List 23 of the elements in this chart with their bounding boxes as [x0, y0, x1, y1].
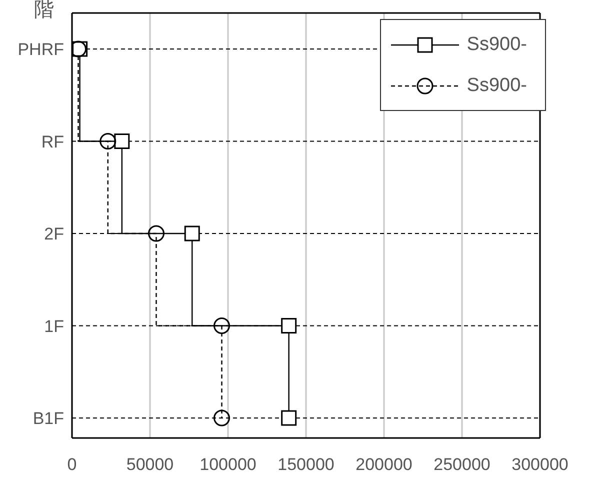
x-tick-label: 150000	[278, 455, 334, 474]
y-tick-label: RF	[41, 132, 64, 152]
x-tick-label: 0	[67, 455, 77, 474]
x-tick-label: 300000	[512, 455, 568, 474]
x-tick-label: 200000	[356, 455, 412, 474]
y-tick-label: B1F	[32, 409, 64, 428]
point	[281, 318, 297, 334]
point	[214, 410, 230, 426]
y-tick-label: 1F	[44, 316, 64, 336]
point	[100, 133, 116, 150]
point	[184, 226, 200, 242]
point	[148, 225, 164, 242]
x-tick-label: 100000	[200, 455, 256, 474]
legend-label: Ss900-	[466, 34, 527, 56]
legend-label: Ss900-	[466, 74, 527, 96]
y-tick-label: PHRF	[18, 40, 64, 60]
x-tick-label: 250000	[434, 455, 490, 474]
y-tick-label: 2F	[44, 224, 64, 244]
x-tick-label: 50000	[126, 455, 174, 474]
point	[281, 410, 297, 426]
point	[214, 318, 230, 334]
point	[114, 134, 130, 149]
y-axis-title: 階	[34, 0, 54, 23]
